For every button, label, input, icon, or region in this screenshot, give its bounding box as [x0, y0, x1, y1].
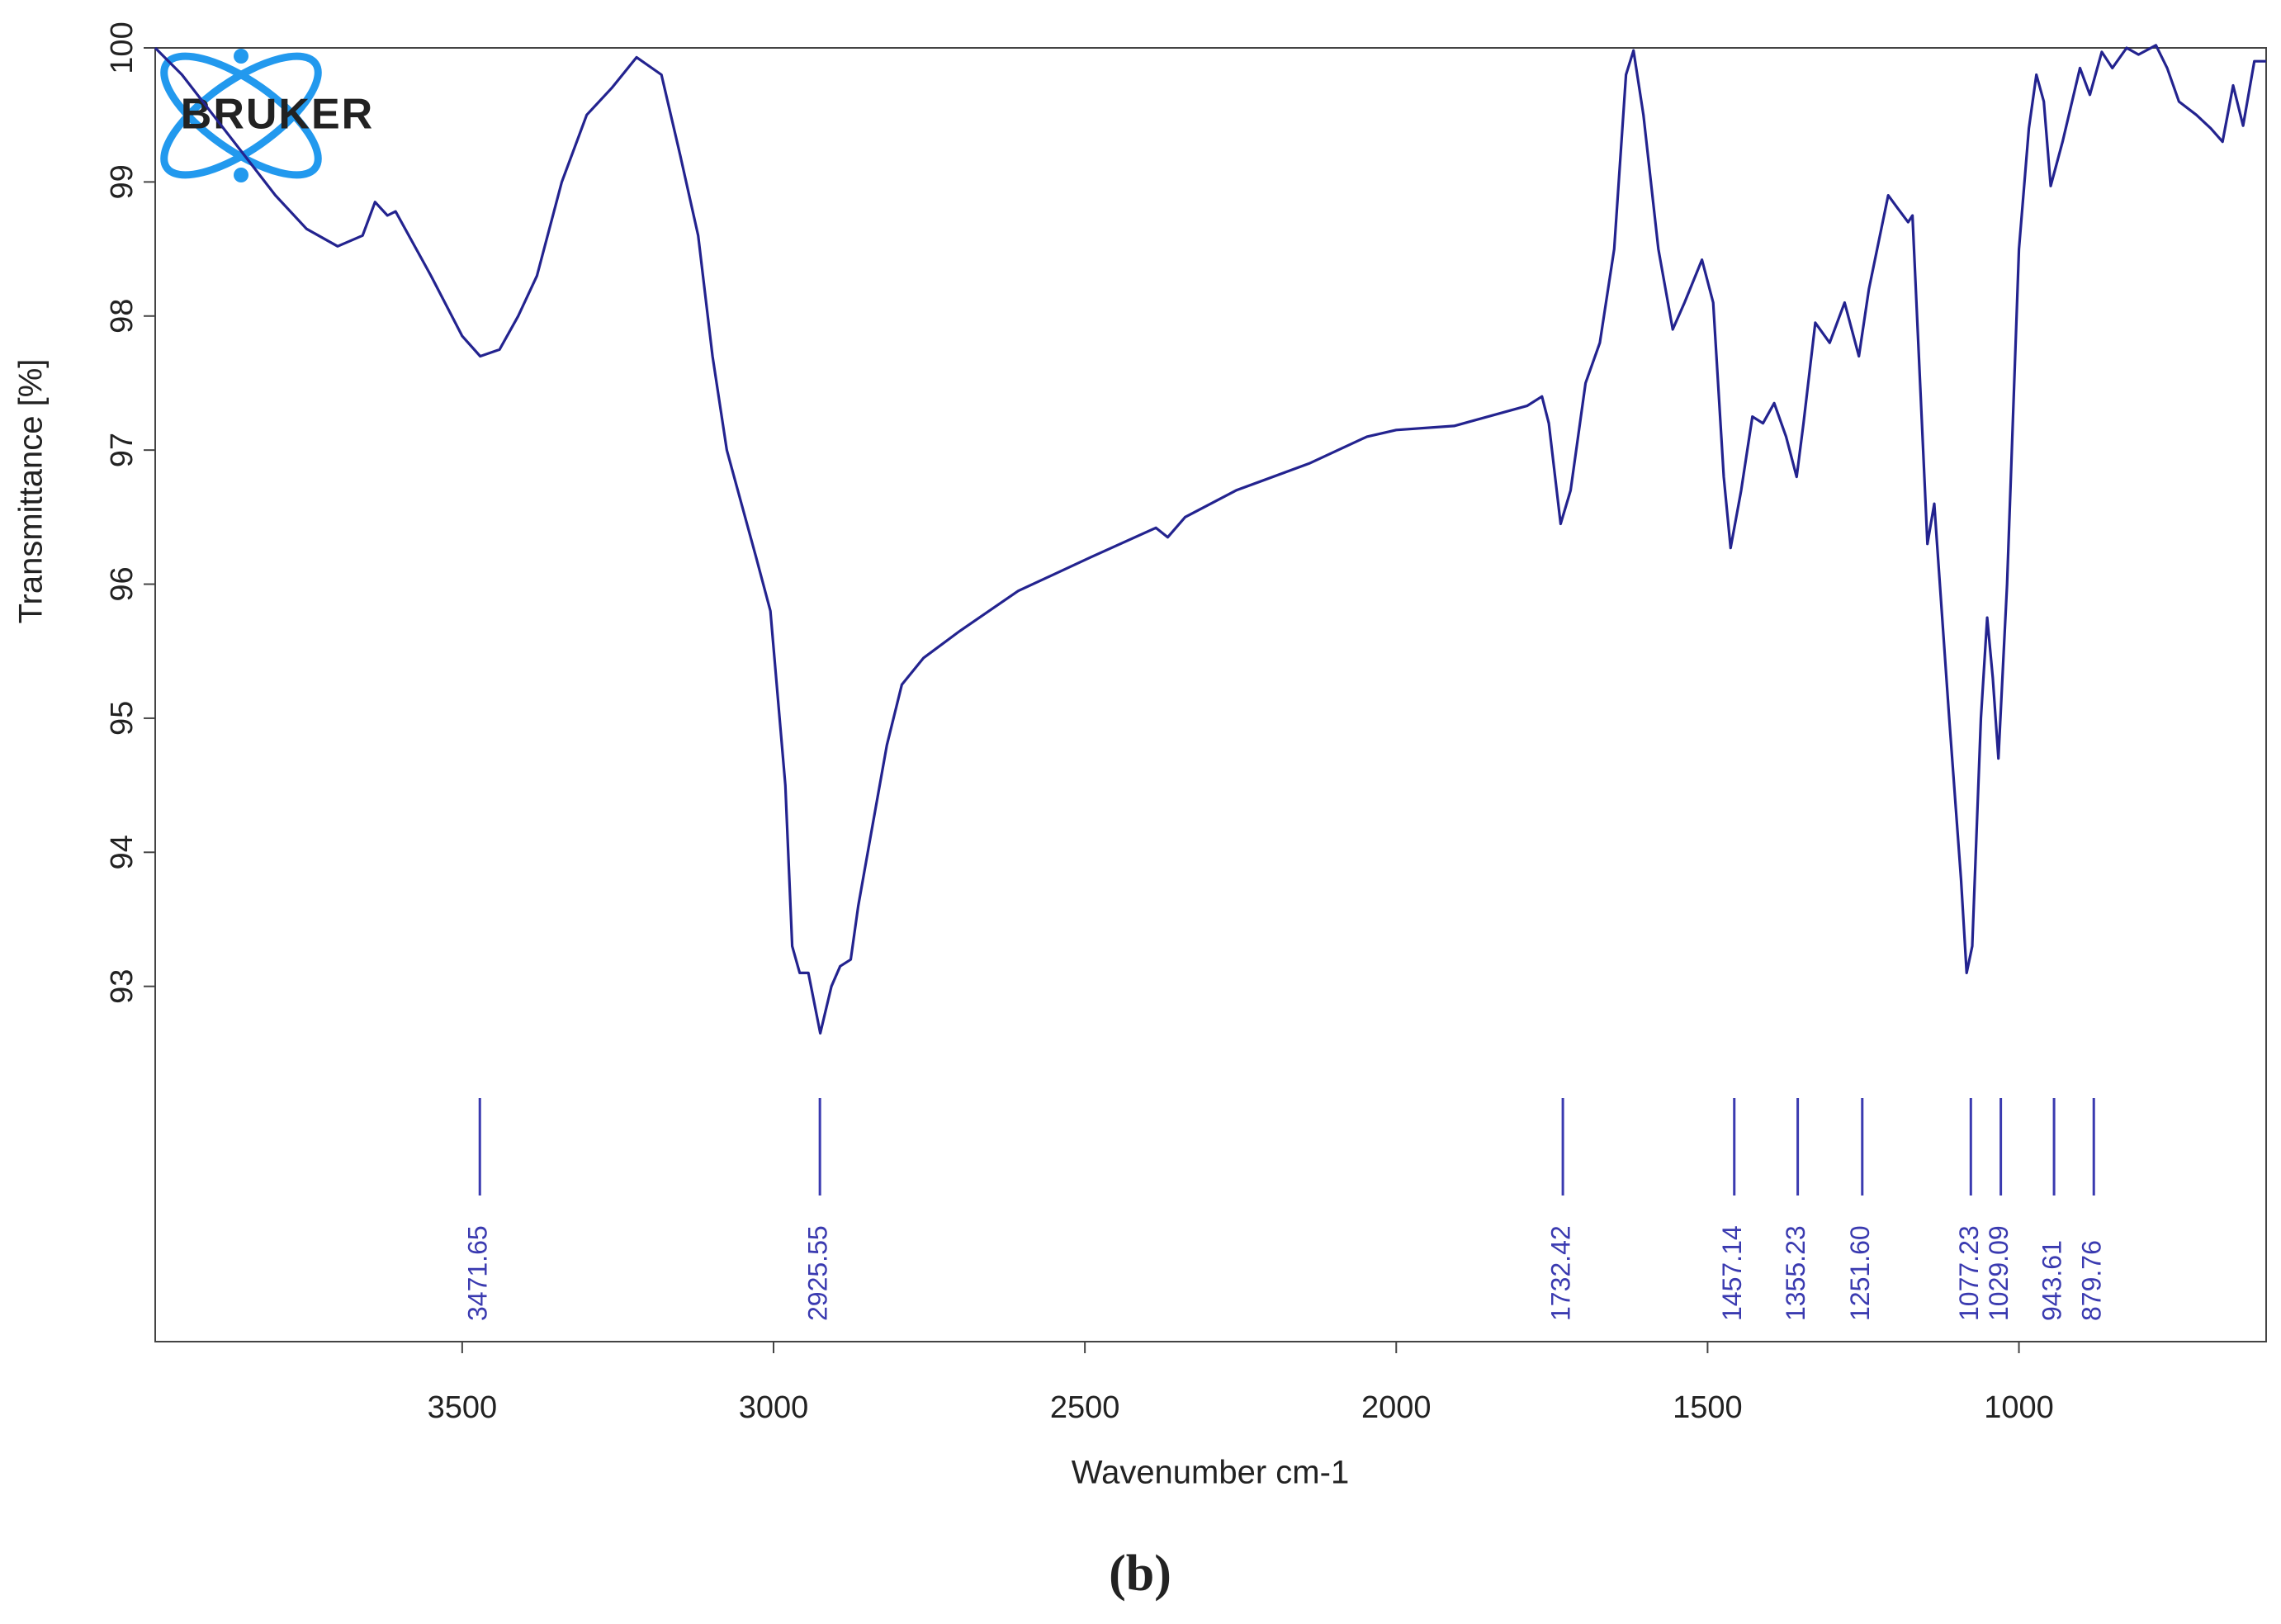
logo-orbit — [160, 52, 322, 179]
peak-label: 3471.65 — [463, 1225, 493, 1321]
x-tick-label: 1500 — [1673, 1390, 1743, 1425]
caption: (b) — [1109, 1546, 1171, 1602]
spectrum-line — [154, 44, 2266, 1035]
plot-frame — [154, 47, 2267, 1342]
y-axis-label: Transmittance [%] — [13, 359, 50, 624]
x-tick-label: 1000 — [1984, 1390, 2054, 1425]
x-axis-label: Wavenumber cm-1 — [1072, 1455, 1349, 1491]
peak-label: 879.76 — [2077, 1240, 2107, 1321]
x-tick-label: 3000 — [739, 1390, 809, 1425]
y-tick-label: 97 — [105, 433, 140, 467]
peak-label: 1077.23 — [1954, 1225, 1984, 1321]
y-tick-label: 94 — [105, 835, 140, 869]
logo: BRUKER — [160, 49, 374, 182]
peak-label: 1732.42 — [1546, 1225, 1576, 1321]
y-tick-label: 100 — [105, 21, 140, 73]
peak-label: 943.61 — [2037, 1240, 2067, 1321]
logo-text: BRUKER — [181, 91, 374, 139]
logo-orbit — [160, 52, 322, 179]
logo-dot — [234, 49, 248, 64]
logo-dot — [234, 168, 248, 182]
y-tick-label: 99 — [105, 164, 140, 199]
y-tick-label: 98 — [105, 299, 140, 334]
peak-label: 1029.09 — [1984, 1225, 2014, 1321]
peak-label: 1457.14 — [1717, 1225, 1747, 1321]
y-tick-label: 96 — [105, 566, 140, 601]
peak-label: 2925.55 — [803, 1225, 833, 1321]
y-tick-label: 95 — [105, 701, 140, 736]
x-tick-label: 2000 — [1361, 1390, 1432, 1425]
x-tick-label: 3500 — [428, 1390, 498, 1425]
x-tick-label: 2500 — [1050, 1390, 1120, 1425]
y-tick-label: 93 — [105, 969, 140, 1004]
peak-label: 1251.60 — [1845, 1225, 1875, 1321]
peak-label: 1355.23 — [1781, 1225, 1810, 1321]
